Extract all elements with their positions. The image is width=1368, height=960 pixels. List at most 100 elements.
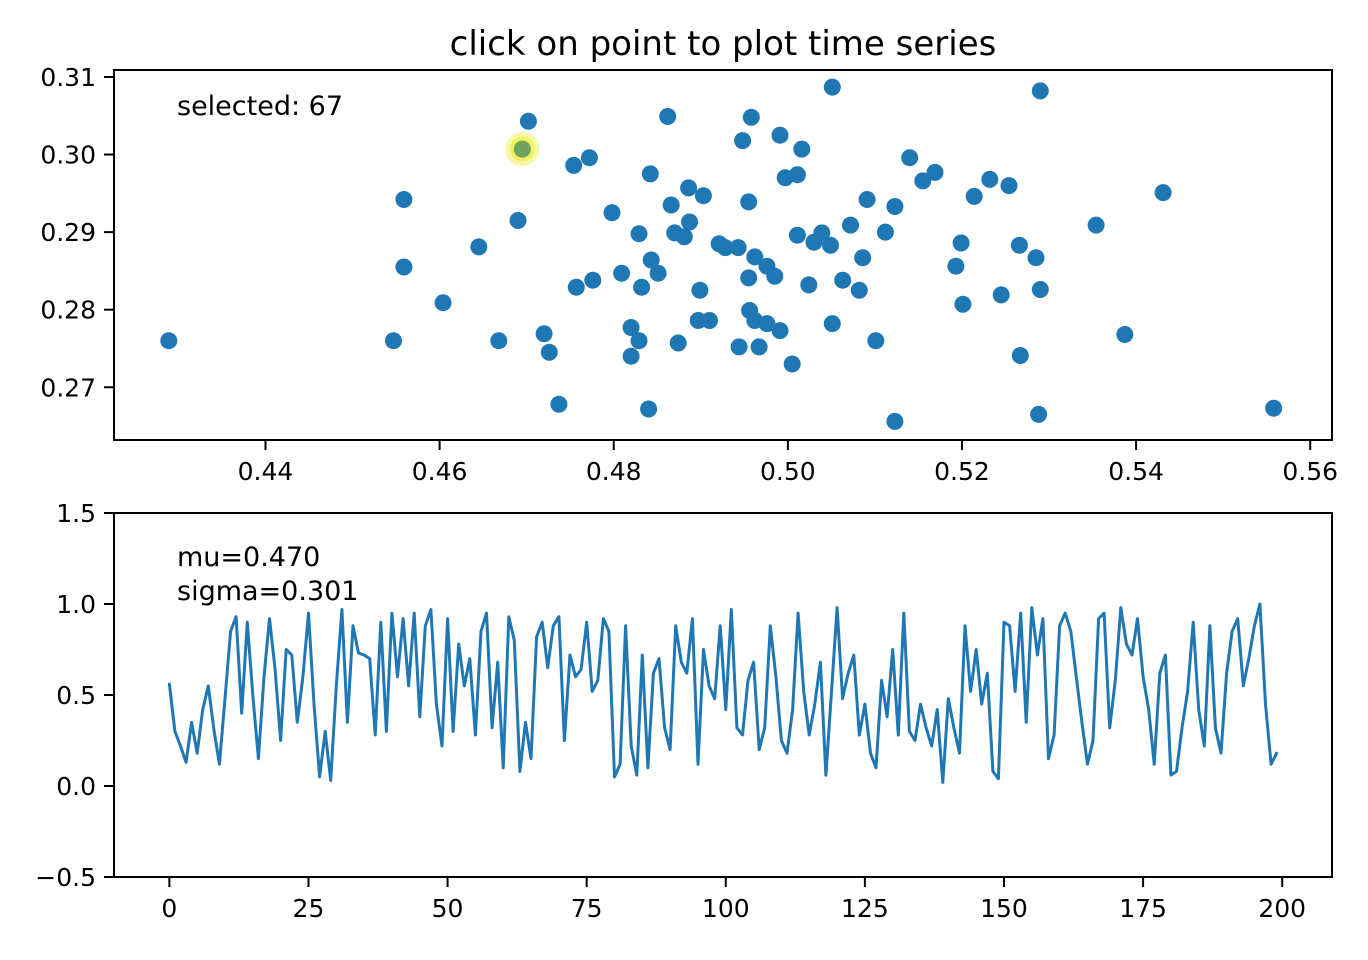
scatter-point[interactable]	[730, 338, 748, 356]
scatter-point[interactable]	[681, 213, 698, 231]
scatter-point[interactable]	[867, 332, 885, 350]
y-tick-label: 0.30	[40, 141, 96, 170]
scatter-point[interactable]	[1265, 399, 1283, 417]
scatter-point[interactable]	[1087, 216, 1105, 234]
scatter-point[interactable]	[901, 149, 919, 167]
scatter-point[interactable]	[886, 198, 904, 215]
scatter-point[interactable]	[680, 179, 698, 197]
timeseries-line	[167, 602, 1279, 784]
scatter-point[interactable]	[1000, 177, 1018, 195]
scatter-point[interactable]	[842, 216, 859, 234]
scatter-point[interactable]	[633, 278, 651, 296]
scatter-point[interactable]	[783, 355, 801, 373]
scatter-point[interactable]	[701, 312, 718, 329]
scatter-point[interactable]	[535, 325, 553, 343]
scatter-point[interactable]	[509, 212, 527, 229]
scatter-point[interactable]	[954, 295, 972, 313]
x-tick-label: 0.54	[1108, 457, 1164, 486]
scatter-point[interactable]	[740, 269, 758, 287]
scatter-point[interactable]	[793, 140, 811, 158]
scatter-point[interactable]	[630, 225, 648, 243]
x-tick-label: 25	[293, 894, 325, 923]
scatter-point[interactable]	[788, 166, 806, 184]
scatter-point[interactable]	[584, 271, 602, 289]
scatter-point[interactable]	[734, 132, 752, 150]
y-tick-label: 1.0	[56, 590, 96, 619]
scatter-point[interactable]	[603, 204, 621, 222]
scatter-point[interactable]	[1116, 326, 1134, 343]
scatter-point[interactable]	[742, 108, 760, 126]
scatter-point[interactable]	[395, 258, 413, 276]
scatter-point[interactable]	[567, 278, 585, 296]
scatter-point[interactable]	[947, 257, 965, 275]
scatter-point[interactable]	[926, 163, 944, 181]
scatter-point[interactable]	[746, 248, 764, 266]
scatter-point[interactable]	[675, 228, 693, 246]
scatter-point[interactable]	[740, 193, 758, 211]
scatter-point[interactable]	[1030, 405, 1048, 423]
scatter-point[interactable]	[716, 239, 734, 257]
scatter-point[interactable]	[662, 196, 680, 214]
scatter-point[interactable]	[642, 251, 660, 269]
scatter-point[interactable]	[640, 400, 658, 418]
scatter-point[interactable]	[694, 187, 712, 205]
scatter-point[interactable]	[965, 187, 983, 205]
scatter-point[interactable]	[395, 191, 413, 208]
scatter-point[interactable]	[992, 286, 1010, 304]
x-tick-label: 200	[1258, 894, 1306, 923]
scatter-point[interactable]	[385, 332, 402, 350]
sigma-annotation: sigma=0.301	[177, 576, 359, 607]
scatter-point[interactable]	[876, 223, 894, 241]
scatter-point[interactable]	[1154, 184, 1172, 202]
scatter-point[interactable]	[641, 165, 659, 183]
mu-annotation: mu=0.470	[177, 542, 321, 573]
scatter-point[interactable]	[613, 264, 631, 282]
scatter-point[interactable]	[850, 281, 868, 299]
scatter-point[interactable]	[800, 276, 818, 294]
scatter-point[interactable]	[823, 315, 841, 333]
scatter-point[interactable]	[813, 224, 831, 242]
scatter-point[interactable]	[729, 239, 747, 257]
scatter-point[interactable]	[823, 78, 841, 96]
scatter-point[interactable]	[771, 322, 789, 340]
scatter-point[interactable]	[691, 281, 709, 299]
scatter-point[interactable]	[622, 347, 640, 365]
y-tick-label: 0.5	[56, 681, 96, 710]
scatter-point[interactable]	[854, 249, 872, 267]
scatter-point[interactable]	[858, 191, 876, 208]
scatter-point[interactable]	[758, 315, 776, 333]
scatter-point[interactable]	[822, 236, 839, 254]
scatter-point[interactable]	[434, 294, 452, 312]
scatter-point[interactable]	[550, 395, 568, 413]
scatter-point[interactable]	[490, 332, 508, 350]
scatter-point[interactable]	[669, 334, 687, 352]
x-tick-label: 75	[571, 894, 603, 923]
scatter-point[interactable]	[630, 332, 648, 350]
scatter-point[interactable]	[750, 338, 768, 356]
scatter-point[interactable]	[1010, 236, 1028, 254]
scatter-point[interactable]	[1031, 82, 1049, 100]
scatter-point[interactable]	[649, 264, 667, 282]
scatter-point[interactable]	[771, 126, 789, 144]
scatter-point[interactable]	[834, 271, 852, 289]
scatter-point[interactable]	[659, 108, 677, 125]
scatter-point[interactable]	[981, 170, 999, 188]
scatter-point[interactable]	[580, 149, 598, 167]
scatter-point[interactable]	[1027, 249, 1045, 267]
scatter-point[interactable]	[914, 172, 932, 190]
scatter-point[interactable]	[1031, 281, 1049, 298]
selected-annotation: selected: 67	[177, 91, 344, 122]
scatter-point[interactable]	[886, 412, 904, 430]
scatter-point[interactable]	[766, 267, 784, 285]
scatter-point[interactable]	[470, 238, 488, 256]
selected-point[interactable]	[513, 140, 531, 158]
scatter-point[interactable]	[788, 226, 806, 244]
x-tick-label: 0.46	[412, 457, 468, 486]
scatter-point[interactable]	[622, 319, 640, 336]
scatter-point[interactable]	[519, 112, 537, 130]
scatter-point[interactable]	[1011, 347, 1029, 364]
scatter-point[interactable]	[952, 234, 970, 252]
scatter-point[interactable]	[565, 156, 583, 174]
scatter-point[interactable]	[540, 343, 558, 361]
scatter-point[interactable]	[160, 332, 178, 350]
